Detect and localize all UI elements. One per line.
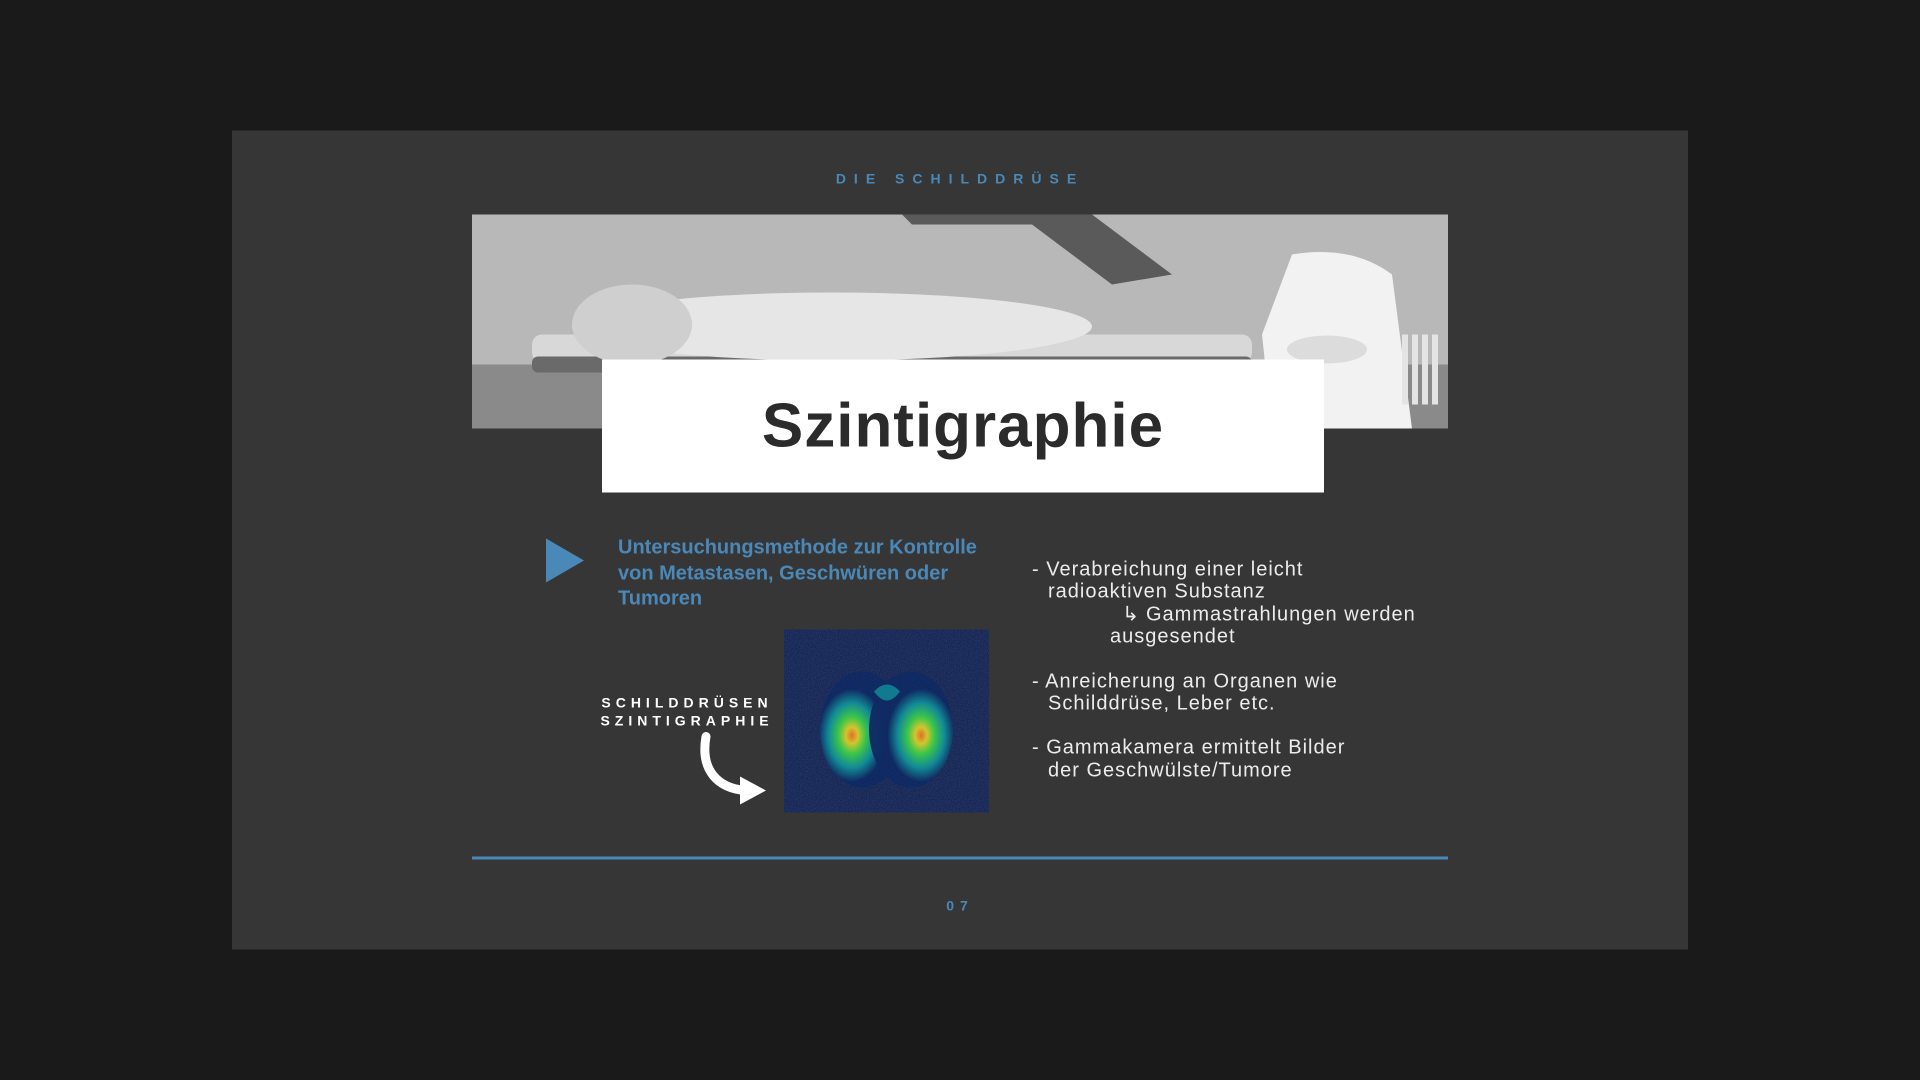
bullet-list: - Verabreichung einer leicht radioaktive… [1032,559,1442,804]
scintigraphy-image [784,630,989,813]
bullet-1-sub-line2: ausgesendet [1032,626,1442,648]
divider-line [472,857,1448,860]
bullet-3-line2: der Geschwülste/Tumore [1032,759,1442,781]
bullet-2: - Anreicherung an Organen wie Schilddrüs… [1032,670,1442,715]
page-number: 07 [232,898,1688,914]
subtitle-text: Untersuchungsmethode zur Kontrolle von M… [618,536,978,613]
title-card: Szintigraphie [602,360,1324,493]
slide: DIE SCHILDDRÜSE Szin [232,131,1688,950]
bullet-1-line2: radioaktiven Substanz [1032,581,1442,603]
scinti-label-line2: SZINTIGRAPHIE [600,713,773,729]
bullet-2-line1: Anreicherung an Organen wie [1045,670,1338,692]
play-triangle-icon [546,539,584,583]
bullet-2-line2: Schilddrüse, Leber etc. [1032,692,1442,714]
dash-icon: - [1032,670,1045,692]
scinti-image-label: SCHILDDRÜSEN SZINTIGRAPHIE [587,694,787,730]
bullet-1: - Verabreichung einer leicht radioaktive… [1032,559,1442,649]
slide-title: Szintigraphie [762,391,1164,462]
bullet-1-sub: ↳Gammastrahlungen werden [1032,603,1442,625]
dash-icon: - [1032,737,1046,759]
sub-arrow-icon: ↳ [1096,603,1146,625]
bullet-3: - Gammakamera ermittelt Bilder der Gesch… [1032,737,1442,782]
bullet-3-line1: Gammakamera ermittelt Bilder [1046,737,1345,759]
curved-arrow-icon [688,731,778,811]
dash-icon: - [1032,559,1046,581]
scinti-label-line1: SCHILDDRÜSEN [601,695,772,711]
kicker-label: DIE SCHILDDRÜSE [232,171,1688,187]
bullet-1-line1: Verabreichung einer leicht [1046,559,1303,581]
bullet-1-sub-line1: Gammastrahlungen werden [1146,603,1416,625]
